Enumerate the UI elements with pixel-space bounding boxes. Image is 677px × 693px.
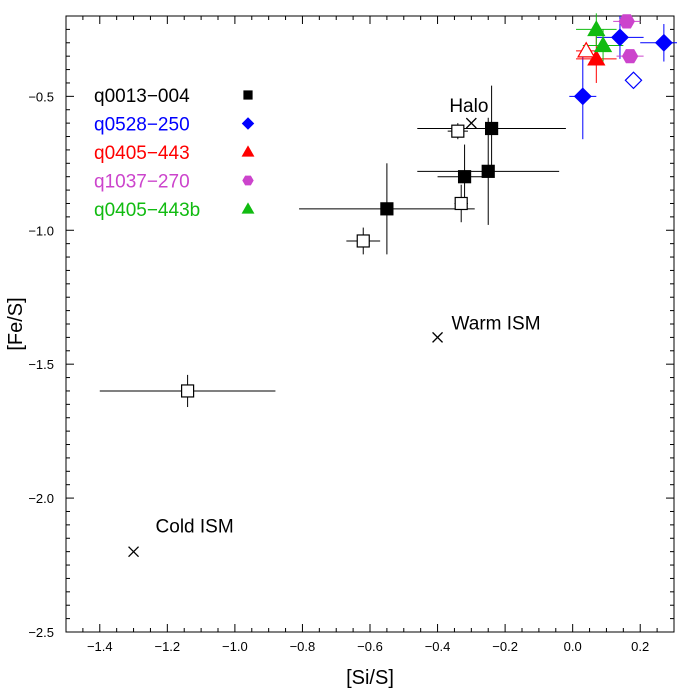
triangle-marker — [593, 36, 613, 53]
square-marker — [485, 121, 499, 136]
reference-cross — [128, 546, 140, 558]
diamond-marker — [624, 71, 643, 90]
square-marker — [481, 164, 495, 178]
triangle-marker — [241, 145, 255, 157]
data-markers — [181, 14, 673, 398]
legend-label: q1037−270 — [94, 172, 190, 193]
reference-points: Halo Warm ISM Cold ISM — [128, 96, 541, 558]
square-marker — [457, 170, 472, 184]
reference-label: Cold ISM — [156, 517, 234, 538]
x-tick-label: 0.2 — [631, 639, 649, 654]
legend-label: q0013−004 — [94, 86, 190, 107]
hexagon-marker — [242, 175, 254, 186]
diamond-marker — [241, 117, 255, 130]
legend-label: q0528−250 — [94, 115, 190, 136]
y-tick-label: −1.5 — [28, 357, 54, 372]
diamond-marker — [611, 28, 629, 47]
legend-label: q0405−443b — [94, 200, 200, 221]
axis-ticks: −1.4 −1.2 −1.0 −0.8 −0.6 −0.4 −0.2 0.0 0.2 −2.5 −2… — [28, 15, 675, 654]
triangle-marker — [587, 49, 606, 66]
triangle-marker — [241, 202, 255, 214]
square-marker — [454, 196, 468, 211]
diamond-marker — [573, 87, 592, 106]
square-marker — [451, 124, 465, 138]
x-tick-label: −1.4 — [87, 639, 113, 654]
reference-label: Warm ISM — [452, 313, 541, 334]
hexagon-marker — [621, 49, 639, 64]
triangle-marker — [587, 20, 606, 37]
y-tick-label: −0.5 — [28, 89, 54, 104]
diamond-marker — [654, 33, 673, 52]
x-tick-label: −0.4 — [425, 639, 451, 654]
square-marker — [243, 90, 253, 100]
reference-label: Halo — [449, 96, 488, 117]
legend-label: q0405−443 — [94, 143, 190, 164]
square-marker — [356, 234, 370, 248]
x-tick-label: 0.0 — [564, 639, 582, 654]
hexagon-marker — [618, 14, 635, 29]
reference-cross — [432, 331, 444, 343]
x-tick-label: −1.0 — [222, 639, 248, 654]
x-tick-label: −0.8 — [290, 639, 316, 654]
y-axis-title: [Fe/S] — [5, 297, 27, 350]
square-marker — [380, 202, 394, 216]
x-tick-label: −1.2 — [154, 639, 180, 654]
y-tick-label: −2.0 — [28, 491, 54, 506]
triangle-marker — [577, 41, 596, 58]
y-tick-label: −1.0 — [28, 223, 54, 238]
square-marker — [181, 384, 195, 398]
x-axis-title: [Si/S] — [346, 667, 394, 689]
x-tick-label: −0.6 — [357, 639, 383, 654]
x-tick-label: −0.2 — [492, 639, 518, 654]
y-tick-label: −2.5 — [28, 625, 54, 640]
reference-cross — [465, 117, 477, 129]
legend: q0013−004 q0528−250 q0405−443 q1037−270 q040… — [94, 86, 255, 221]
